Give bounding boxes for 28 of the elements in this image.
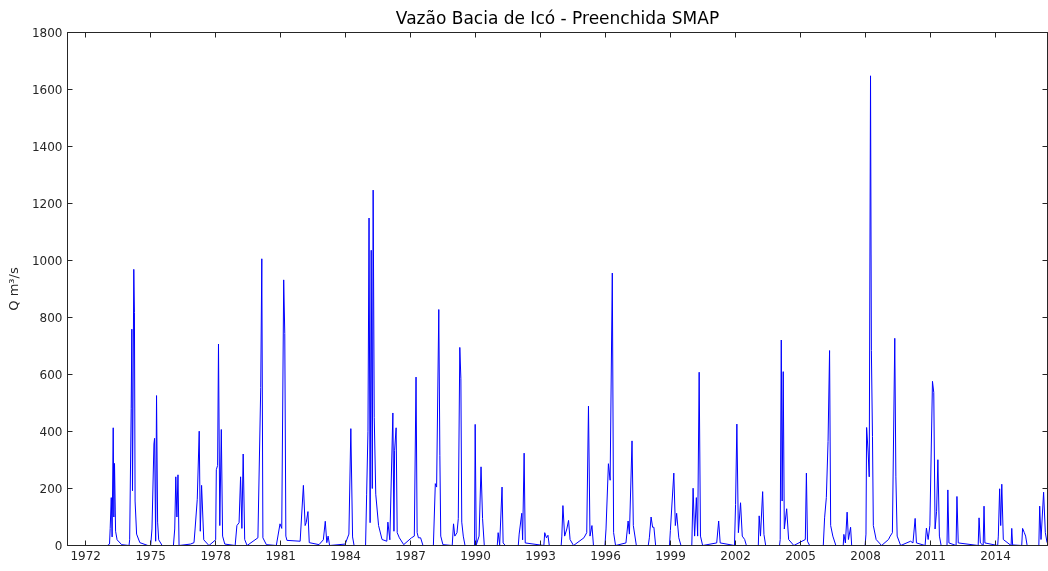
y-tick-label: 0: [54, 539, 63, 553]
x-tick-label: 2005: [785, 548, 816, 563]
x-tick-label: 1999: [655, 548, 686, 563]
y-tick-label: 1600: [31, 83, 63, 97]
x-tick-label: 1978: [200, 548, 231, 563]
y-tick-label: 1400: [31, 140, 63, 154]
x-tick-label: 1972: [70, 548, 101, 563]
y-tick-label: 800: [39, 311, 63, 325]
x-tick-label: 1996: [590, 548, 621, 563]
y-tick-label: 1200: [31, 197, 63, 211]
x-tick-label: 2008: [850, 548, 881, 563]
x-tick-label: 1981: [265, 548, 296, 563]
line-series: [106, 75, 1048, 546]
x-tick-label: 1993: [525, 548, 556, 563]
x-tick-label: 1984: [330, 548, 361, 563]
y-tick-label: 1000: [31, 254, 63, 268]
chart-title: Vazão Bacia de Icó - Preenchida SMAP: [395, 7, 720, 28]
x-tick-label: 2011: [915, 548, 946, 563]
y-axis-title: Q m³/s: [5, 267, 21, 311]
y-tick-label: 400: [39, 425, 63, 439]
x-tick-label: 1975: [135, 548, 166, 563]
x-tick-label: 2014: [980, 548, 1011, 563]
x-tick-label: 1987: [395, 548, 426, 563]
x-tick-label: 2002: [720, 548, 751, 563]
y-tick-label: 200: [39, 482, 63, 496]
y-tick-label: 600: [39, 368, 63, 382]
x-tick-label: 1990: [460, 548, 491, 563]
y-tick-label: 1800: [31, 26, 63, 40]
